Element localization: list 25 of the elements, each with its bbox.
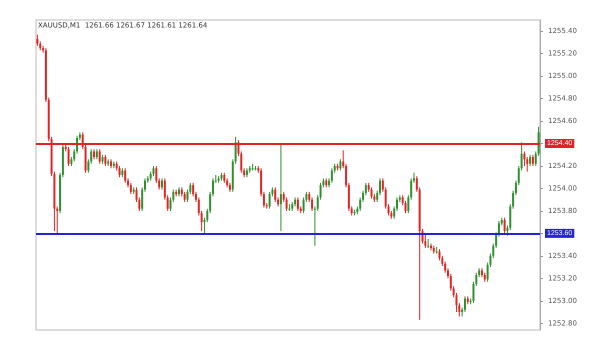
- candlestick: [280, 143, 282, 232]
- candlestick: [98, 148, 101, 164]
- candlestick: [424, 232, 426, 249]
- candlestick: [152, 166, 155, 177]
- candlestick: [330, 168, 333, 184]
- candlestick: [504, 217, 506, 234]
- candlestick: [339, 158, 342, 172]
- candlestick: [68, 146, 70, 167]
- candlestick: [370, 186, 373, 200]
- candlestick: [161, 178, 163, 190]
- candlestick: [532, 154, 534, 167]
- candlestick: [104, 154, 106, 167]
- candlestick: [96, 148, 98, 160]
- candlestick: [223, 172, 226, 184]
- candlestick: [118, 166, 121, 178]
- candlestick: [268, 191, 271, 210]
- candlestick: [184, 191, 186, 202]
- candlestick: [93, 148, 96, 160]
- candlestick: [36, 34, 38, 46]
- candlestick: [274, 186, 276, 202]
- candlestick: [529, 154, 532, 167]
- candlestick: [130, 182, 132, 195]
- candlestick: [124, 168, 126, 184]
- candlestick: [296, 196, 299, 212]
- candlestick: [464, 296, 466, 313]
